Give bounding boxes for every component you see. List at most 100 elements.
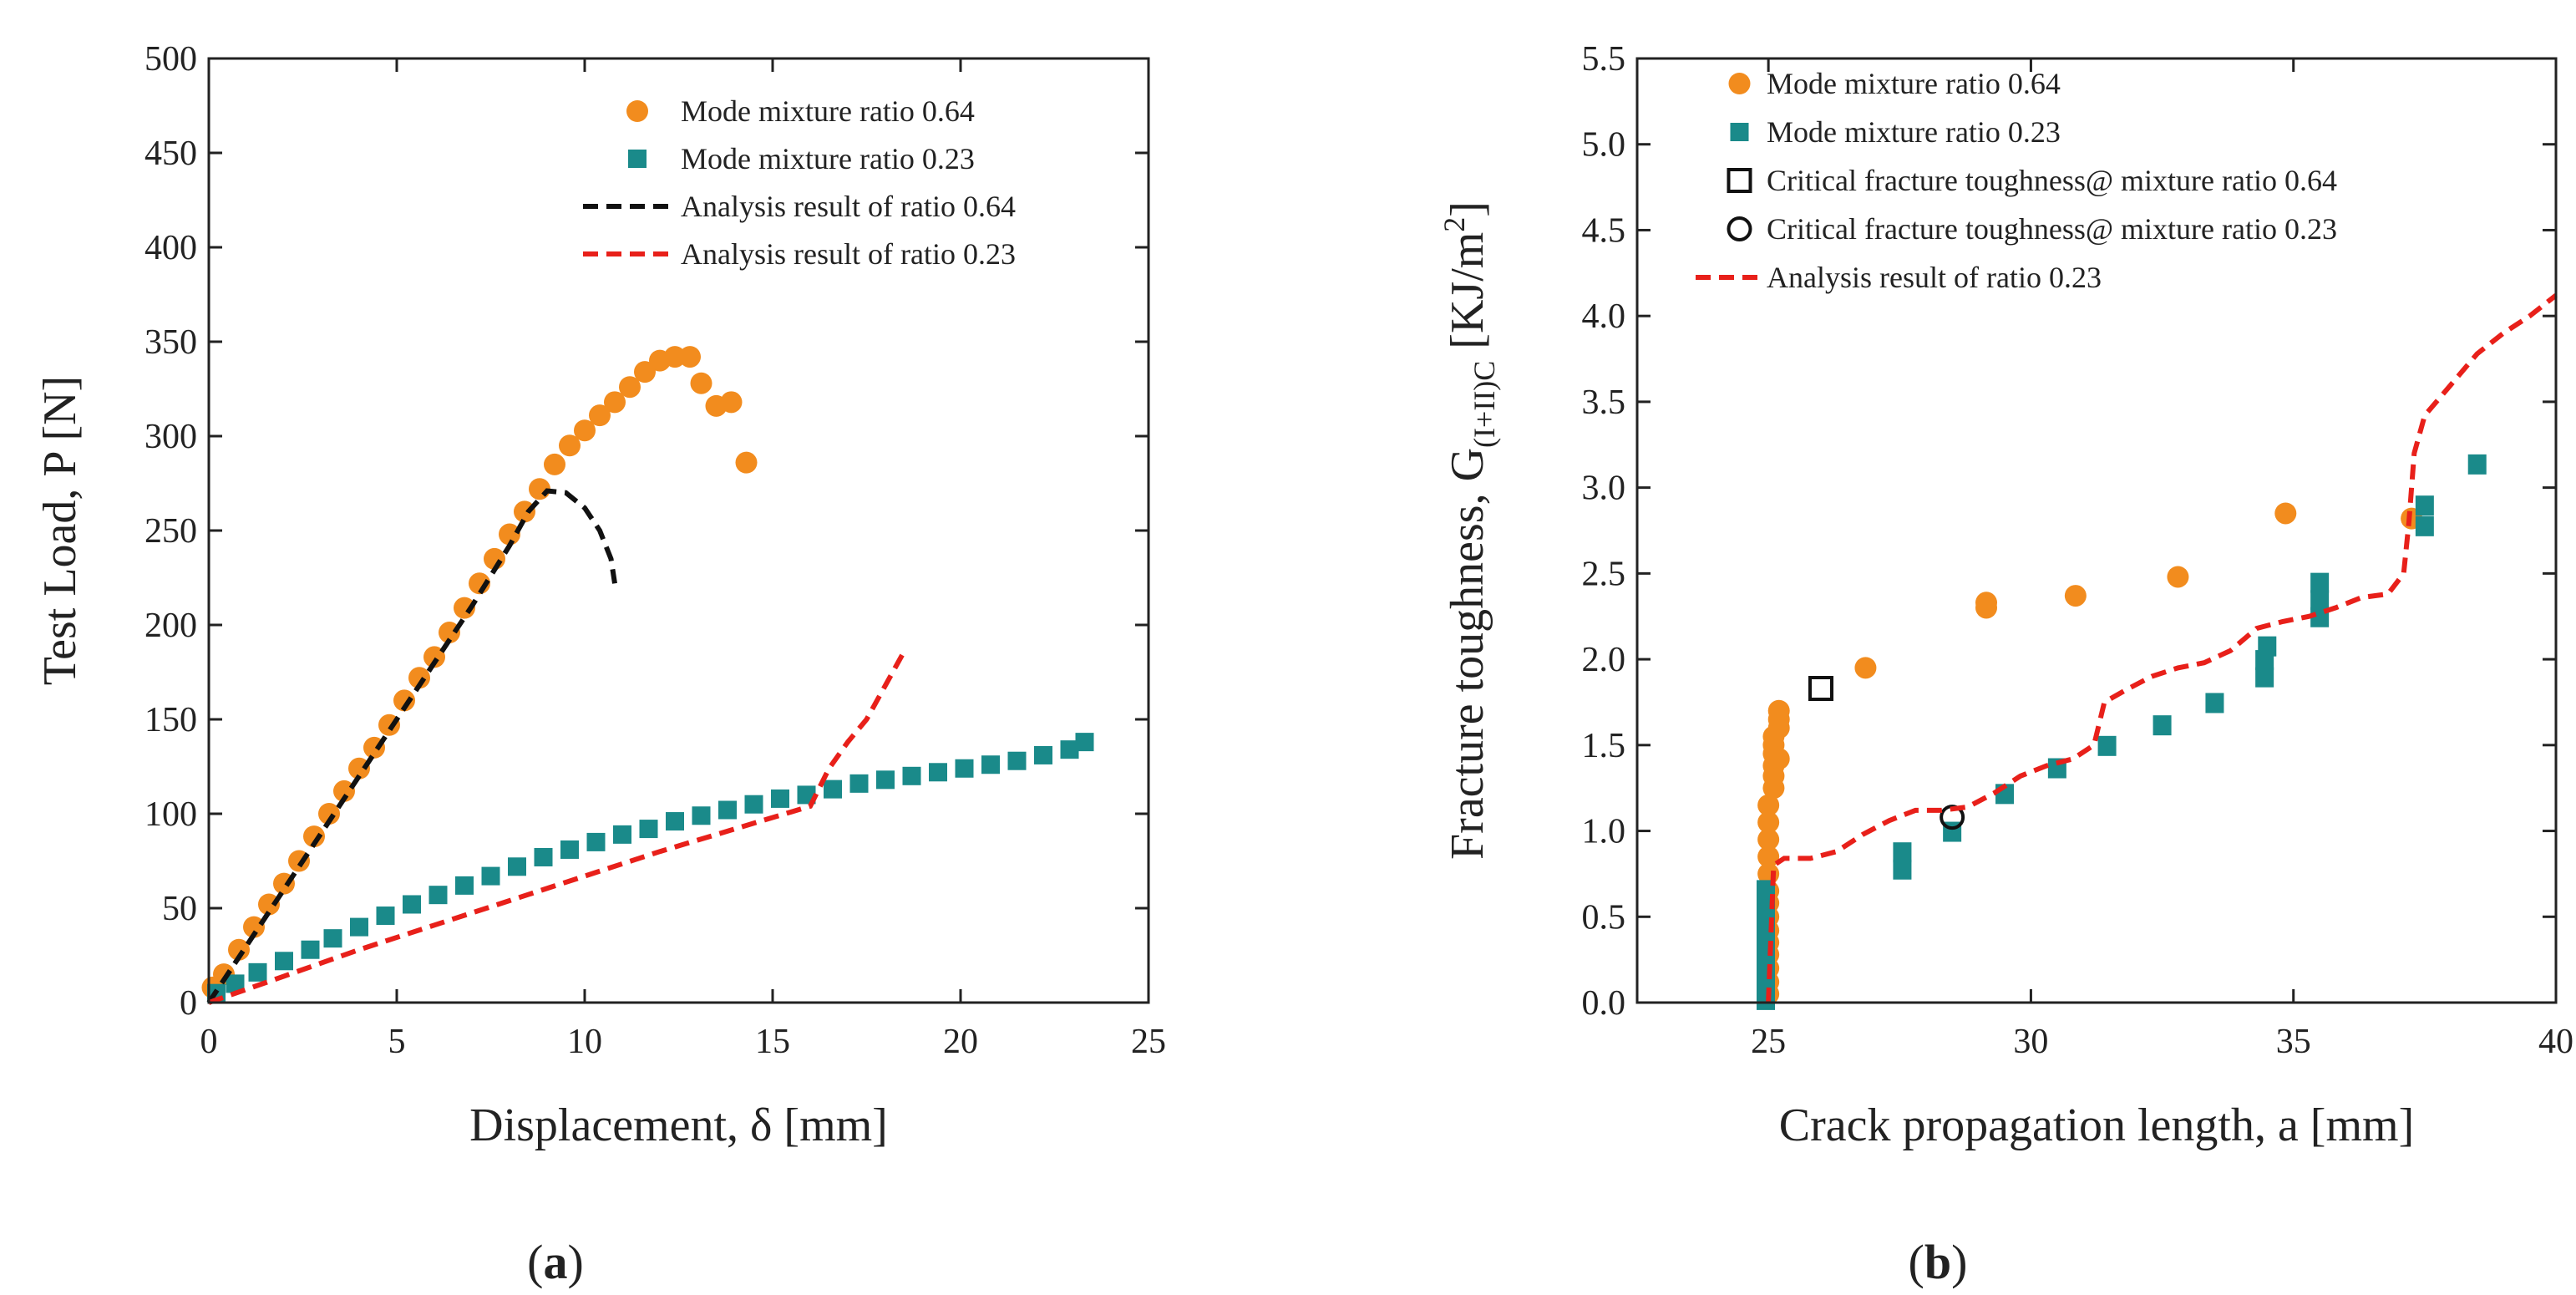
y-tick-label: 400 [145,229,197,267]
data-point [559,434,581,457]
chart-a: 0 50 100 150 200 250 300 350 400 450 500 0 5 10 15 20 25… [34,40,1166,1289]
x-tick-label: 35 [2276,1023,2311,1061]
data-point [666,812,684,831]
legend-swatch [626,100,648,122]
data-point [508,857,526,876]
data-point [2415,495,2434,516]
data-point [1854,657,1877,679]
y-tick-label: 150 [145,701,197,739]
data-point [690,372,712,394]
data-point [423,646,445,668]
data-point [2467,454,2487,475]
data-point [333,780,355,802]
chart-b-tick-labels: 0.0 0.5 1.0 1.5 2.0 2.5 3.0 3.5 4.0 4.5 5.0 5.5 25 30… [1582,40,2574,1061]
y-tick-label: 450 [145,135,197,173]
legend-label: Mode mixture ratio 0.64 [1767,67,2061,100]
legend-label: Mode mixture ratio 0.23 [1767,115,2061,149]
x-tick-label: 25 [1751,1023,1786,1061]
panel-a-label: (a) [527,1235,584,1289]
x-tick-label: 0 [200,1023,218,1061]
y-tick-label: 0.0 [1582,984,1626,1023]
y-tick-label: 300 [145,418,197,456]
x-tick-label: 10 [567,1023,602,1061]
data-point [2097,735,2117,756]
panel-a-close-paren: ) [568,1235,584,1289]
y-tick-label: 4.0 [1582,297,1626,336]
data-point [481,866,500,886]
data-point [348,757,370,780]
data-point [2167,566,2189,588]
data-point [301,940,320,959]
legend-item: Analysis result of ratio 0.23 [1696,261,2102,294]
data-point [403,895,421,914]
legend-label: Critical fracture toughness@ mixture rat… [1767,164,2337,197]
series-3 [208,650,907,1005]
data-point [560,840,579,859]
chart-b-y-label-close: ] [1442,201,1493,217]
data-point [1893,859,1912,880]
series-line [1766,293,2558,1003]
panel-b-open-paren: ( [1909,1235,1924,1289]
data-point [1075,733,1094,752]
x-tick-label: 40 [2538,1023,2573,1061]
x-tick-label: 20 [943,1023,978,1061]
chart-b-y-label-subscript: (I+II)C [1468,361,1501,448]
y-tick-label: 1.0 [1582,813,1626,851]
legend-item: Analysis result of ratio 0.64 [583,190,1016,223]
panel-b-label: (b) [1909,1235,1968,1289]
data-point [258,893,280,916]
data-point [1767,699,1790,722]
y-tick-label: 50 [162,890,197,928]
data-point [243,916,265,938]
data-point [303,825,325,848]
legend-label: Mode mixture ratio 0.64 [681,94,975,128]
data-point [1757,811,1780,834]
data-point [439,622,460,644]
data-point [771,789,789,808]
legend-swatch [628,150,647,168]
data-point [981,755,1000,774]
data-point [2274,502,2297,525]
data-point [574,419,596,442]
legend-swatch [1730,123,1749,141]
data-point [2255,667,2274,688]
chart-b-marks [1757,293,2558,1010]
data-point [1975,592,1997,614]
data-point [2415,515,2434,536]
data-point [664,346,686,368]
legend-item: Mode mixture ratio 0.23 [628,142,975,175]
series-4 [1766,293,2558,1003]
legend-swatch [1728,73,1751,94]
chart-a-plot-frame [207,57,1150,1004]
chart-b-y-label-superscript: 2 [1438,217,1471,232]
legend-item: Mode mixture ratio 0.64 [1728,67,2061,100]
chart-a-x-axis-label: Displacement, δ [mm] [469,1099,888,1151]
x-tick-label: 30 [2013,1023,2048,1061]
y-tick-label: 100 [145,795,197,834]
chart-b: 0.0 0.5 1.0 1.5 2.0 2.5 3.0 3.5 4.0 4.5 5.0 5.5 25 30… [1438,40,2573,1289]
y-tick-label: 4.5 [1582,211,1626,250]
data-point [499,523,520,546]
data-point [534,847,553,866]
panel-b-letter: b [1924,1235,1951,1289]
data-point [929,763,947,782]
data-point [1808,676,1833,702]
series-1 [207,733,1094,1003]
chart-b-x-axis-label: Crack propagation length, a [mm] [1779,1099,2414,1151]
series-1 [1757,454,2487,1010]
legend-item: Analysis result of ratio 0.23 [583,237,1016,271]
series-3 [1940,805,1965,830]
data-point [1757,976,1775,997]
y-tick-label: 2.5 [1582,555,1626,593]
y-tick-label: 200 [145,607,197,645]
legend-item: Critical fracture toughness@ mixture rat… [1727,212,2337,246]
data-point [408,667,430,689]
chart-b-y-label-main: Fracture toughness, G [1442,448,1493,860]
legend-swatch [1727,216,1752,241]
y-tick-label: 0 [180,984,197,1023]
chart-b-y-label-unit: [KJ/m [1442,232,1493,361]
y-tick-label: 3.0 [1582,470,1626,508]
data-point [275,952,293,971]
data-point [228,938,250,961]
data-point [1007,751,1027,770]
